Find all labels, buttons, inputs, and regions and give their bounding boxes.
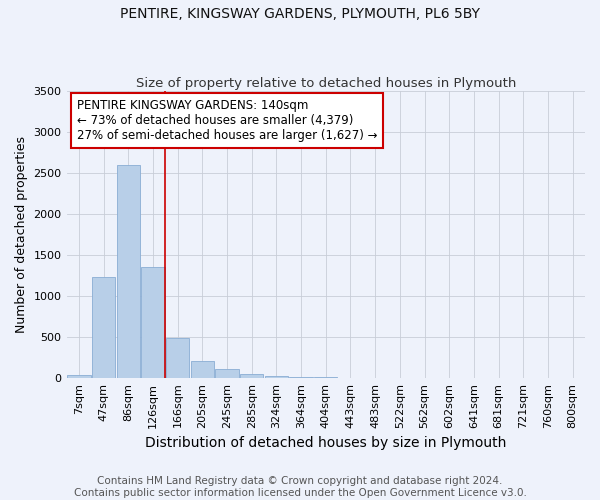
Bar: [116, 166, 140, 378]
Text: PENTIRE KINGSWAY GARDENS: 140sqm
← 73% of detached houses are smaller (4,379)
27: PENTIRE KINGSWAY GARDENS: 140sqm ← 73% o…: [77, 100, 377, 142]
Bar: [215, 369, 239, 378]
Bar: [166, 338, 190, 378]
Text: PENTIRE, KINGSWAY GARDENS, PLYMOUTH, PL6 5BY: PENTIRE, KINGSWAY GARDENS, PLYMOUTH, PL6…: [120, 8, 480, 22]
Bar: [67, 374, 91, 378]
Y-axis label: Number of detached properties: Number of detached properties: [15, 136, 28, 332]
Bar: [141, 267, 164, 378]
Bar: [240, 374, 263, 378]
Text: Contains HM Land Registry data © Crown copyright and database right 2024.
Contai: Contains HM Land Registry data © Crown c…: [74, 476, 526, 498]
Title: Size of property relative to detached houses in Plymouth: Size of property relative to detached ho…: [136, 76, 516, 90]
Bar: [265, 376, 288, 378]
Bar: [92, 277, 115, 378]
Bar: [191, 362, 214, 378]
X-axis label: Distribution of detached houses by size in Plymouth: Distribution of detached houses by size …: [145, 436, 506, 450]
Bar: [289, 377, 313, 378]
